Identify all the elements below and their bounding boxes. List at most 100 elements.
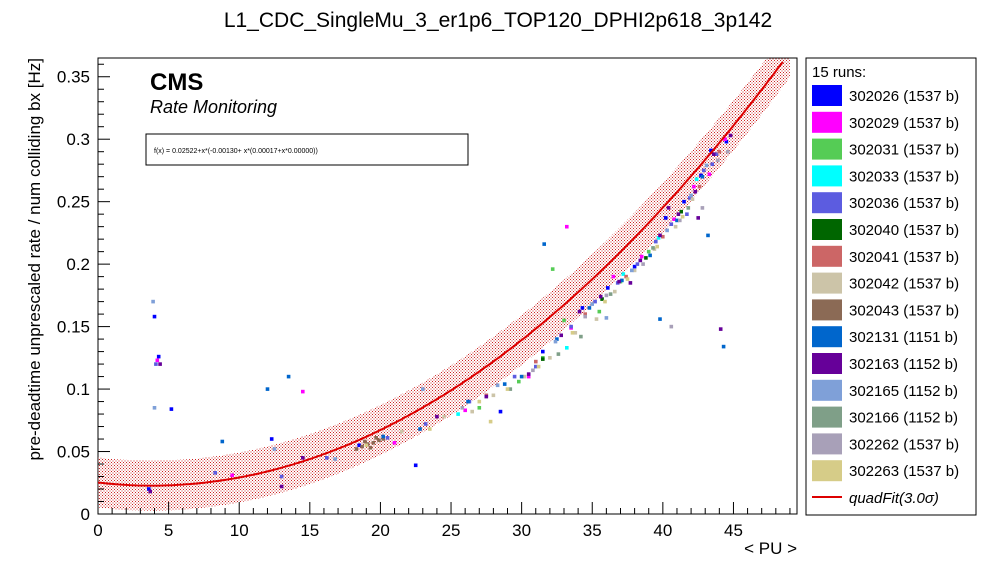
data-point-series-6: [534, 359, 538, 364]
data-point-series-5: [600, 297, 604, 301]
data-point-series-3: [694, 177, 699, 181]
legend-label: 302040 (1537 b): [849, 222, 959, 239]
legend-label: 302131 (1151 b): [849, 329, 958, 346]
fit-formula-box: [145, 133, 469, 166]
data-point-series-1: [565, 224, 569, 229]
legend-swatch: [812, 272, 842, 294]
legend-label: 302262 (1537 b): [849, 436, 959, 453]
legend-label: 302043 (1537 b): [849, 302, 959, 319]
y-tick-label: 0.25: [57, 193, 90, 212]
data-point-series-0: [709, 148, 713, 153]
data-point-series-13: [678, 218, 682, 223]
data-point-series-1: [692, 184, 696, 189]
data-point-series-2: [646, 249, 651, 254]
data-point-series-9: [658, 317, 662, 321]
data-point-series-11: [630, 268, 634, 273]
data-point-series-13: [726, 149, 730, 154]
data-point-series-2: [550, 267, 555, 271]
data-point-series-7: [442, 414, 446, 419]
y-tick-label: 0.35: [57, 68, 90, 87]
data-point-series-4: [687, 196, 692, 200]
data-point-series-14: [364, 443, 369, 448]
data-point-series-11: [151, 299, 155, 304]
data-point-series-10: [435, 414, 439, 419]
data-point-series-9: [286, 374, 291, 379]
x-tick-label: 0: [93, 521, 102, 540]
data-point-series-9: [542, 242, 546, 246]
data-point-series-14: [603, 299, 607, 304]
legend-swatch: [812, 326, 842, 348]
data-point-series-5: [644, 256, 648, 260]
data-point-series-11: [421, 387, 425, 391]
data-point-series-2: [477, 406, 482, 410]
legend-label: 302165 (1152 b): [849, 383, 958, 400]
data-point-series-4: [534, 364, 538, 369]
data-point-series-4: [569, 324, 573, 329]
data-point-series-4: [385, 436, 390, 440]
data-point-series-9: [721, 344, 726, 349]
data-point-series-10: [279, 484, 284, 489]
data-point-series-11: [604, 316, 609, 320]
data-point-series-13: [604, 293, 609, 298]
legend-swatch: [812, 299, 842, 321]
data-point-series-14: [570, 331, 575, 335]
data-point-series-10: [696, 216, 700, 220]
legend-label: 302031 (1537 b): [849, 142, 959, 159]
data-point-series-11: [553, 339, 558, 344]
data-point-series-10: [484, 394, 489, 399]
y-axis-label: pre-deadtime unprescaled rate / num coll…: [25, 58, 44, 461]
data-point-series-11: [152, 406, 157, 410]
data-point-series-2: [562, 318, 566, 323]
data-point-series-10: [301, 456, 305, 460]
data-point-series-0: [541, 349, 545, 354]
data-point-series-0: [606, 286, 610, 290]
data-point-series-4: [154, 362, 158, 366]
y-tick-label: 0: [81, 505, 90, 524]
data-point-series-11: [689, 193, 693, 198]
data-point-series-9: [265, 387, 270, 391]
legend-swatch: [812, 111, 842, 133]
legend-swatch: [812, 85, 842, 106]
data-point-series-10: [158, 362, 162, 366]
data-point-series-1: [672, 217, 676, 221]
data-point-series-7: [673, 224, 678, 229]
data-point-series-14: [625, 277, 630, 281]
fit-line: [97, 61, 784, 487]
data-point-series-4: [325, 456, 329, 460]
data-point-series-6: [624, 274, 628, 279]
fit-curve: [97, 61, 784, 487]
data-point-series-10: [666, 206, 671, 210]
data-point-series-10: [693, 189, 698, 194]
data-point-series-13: [583, 314, 587, 319]
data-point-series-1: [230, 473, 234, 478]
y-tick-label: 0.3: [66, 130, 90, 149]
legend-header: 15 runs:: [812, 64, 866, 81]
data-point-series-8: [371, 441, 376, 445]
y-tick-label: 0.2: [66, 255, 90, 274]
data-point-series-7: [613, 289, 617, 294]
data-point-series-10: [711, 152, 716, 156]
data-point-series-10: [598, 294, 603, 299]
data-point-series-7: [522, 374, 527, 379]
data-point-series-12: [556, 352, 561, 356]
data-point-series-13: [700, 206, 705, 210]
data-point-series-14: [536, 364, 541, 369]
data-points: [147, 133, 733, 494]
x-tick-label: 45: [724, 521, 743, 540]
data-point-series-6: [697, 184, 702, 189]
data-point-series-8: [381, 437, 385, 441]
y-tick-label: 0.05: [57, 443, 90, 462]
data-point-series-10: [658, 233, 662, 238]
legend-label: 302033 (1537 b): [849, 168, 959, 185]
legend-entries: 302026 (1537 b) 302029 (1537 b) 302031 (15…: [812, 85, 959, 507]
data-point-series-3: [656, 236, 661, 240]
data-point-series-8: [363, 439, 367, 444]
data-point-series-3: [456, 412, 460, 416]
data-point-series-10: [559, 333, 563, 338]
data-point-series-1: [707, 172, 712, 176]
data-point-series-9: [706, 233, 710, 238]
data-point-series-10: [628, 281, 633, 285]
legend-label: 302163 (1152 b): [849, 356, 958, 373]
data-point-series-1: [392, 441, 397, 445]
data-point-series-9: [555, 337, 559, 341]
